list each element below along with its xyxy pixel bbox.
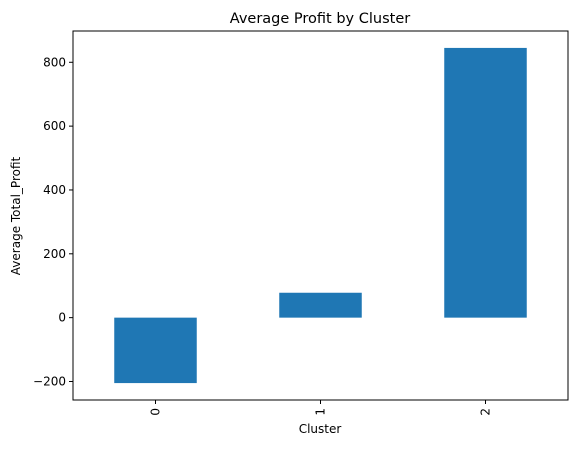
y-axis-ticks: −200 0 200 400 600 800 (33, 55, 73, 388)
plot-frame (72, 30, 569, 401)
x-tick-label: 2 (479, 408, 493, 416)
x-tick-label: 1 (314, 408, 328, 416)
x-axis-label: Cluster (299, 422, 342, 436)
chart-title: Average Profit by Cluster (230, 11, 410, 27)
y-tick-label: 800 (43, 55, 66, 69)
bar-cluster-2 (444, 47, 527, 318)
x-axis-ticks: 0 1 2 (149, 400, 493, 416)
y-tick-label: 200 (43, 247, 66, 261)
bar-cluster-0 (114, 317, 197, 384)
bars-layer (114, 47, 527, 384)
bar-cluster-1 (279, 292, 362, 318)
y-axis-label: Average Total_Profit (9, 156, 23, 275)
y-tick-label: −200 (33, 374, 66, 388)
y-tick-label: 0 (58, 311, 66, 325)
y-tick-label: 400 (43, 183, 66, 197)
y-tick-label: 600 (43, 119, 66, 133)
x-tick-label: 0 (149, 408, 163, 416)
